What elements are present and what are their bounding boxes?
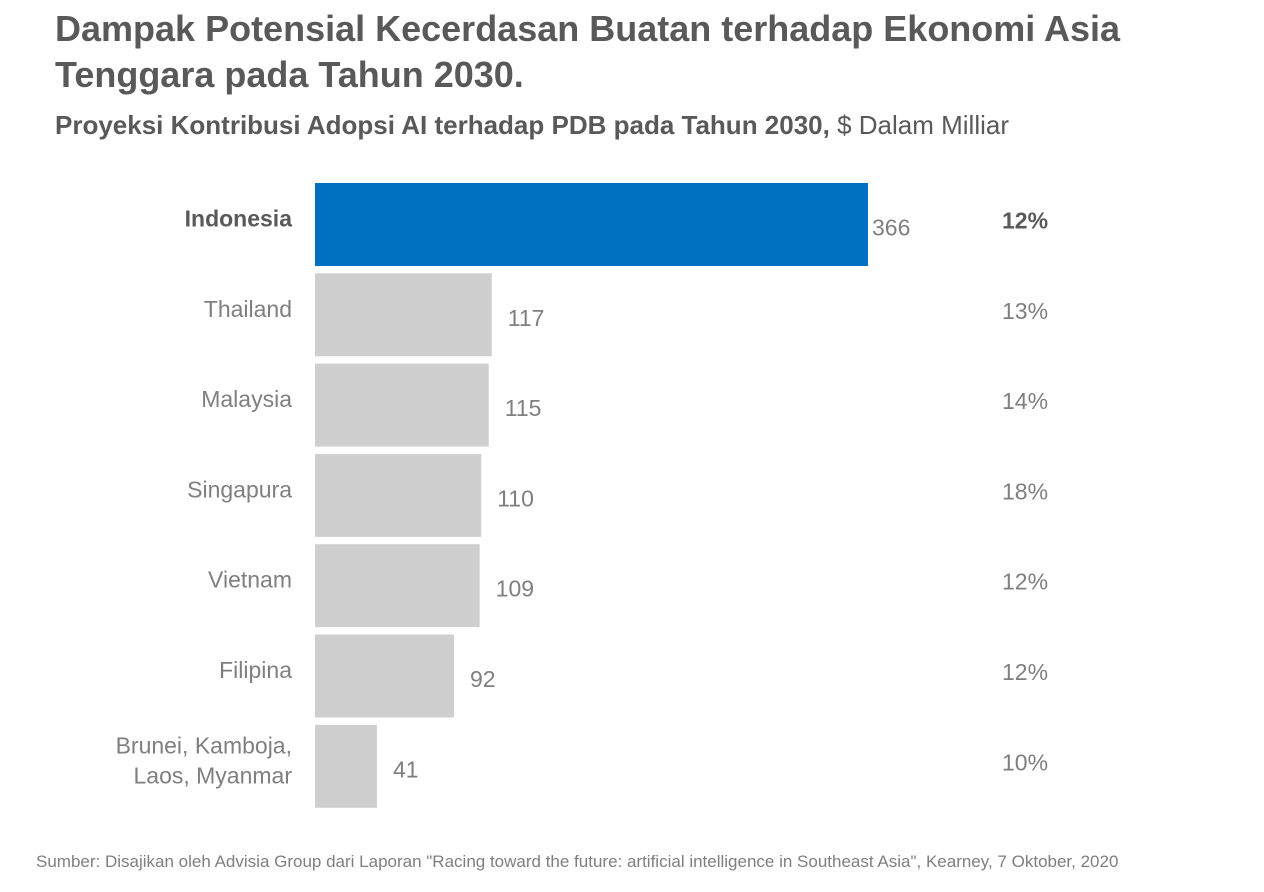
category-label: Singapura (187, 476, 292, 502)
bar-chart: Indonesia 366 12% Thailand 117 13% Malaysia 115… (116, 183, 1048, 808)
bar (315, 634, 455, 718)
category-label: Indonesia (185, 206, 293, 232)
percentage-label: 14% (1002, 388, 1048, 414)
percentage-label: 12% (1002, 659, 1048, 685)
bar (315, 183, 868, 266)
bar (315, 544, 480, 628)
category-label: Thailand (204, 296, 292, 322)
bar (315, 724, 377, 808)
percentage-label: 12% (1002, 208, 1048, 234)
chart-title: Dampak Potensial Kecerdasan Buatan terha… (55, 8, 1121, 95)
bar (315, 273, 492, 357)
value-label: 366 (872, 215, 910, 241)
subtitle-unit: $ Dalam Milliar (829, 110, 1010, 140)
value-label: 41 (393, 756, 419, 782)
subtitle-bold: Proyeksi Kontribusi Adopsi AI terhadap P… (55, 110, 830, 140)
bar (315, 363, 489, 447)
category-label: Filipina (219, 657, 292, 683)
bar (315, 453, 482, 537)
percentage-label: 13% (1002, 298, 1048, 324)
value-label: 109 (496, 576, 534, 602)
value-label: 115 (505, 395, 542, 421)
value-label: 117 (508, 305, 545, 331)
percentage-label: 18% (1002, 478, 1048, 504)
category-label: Brunei, Kamboja, Laos, Myanmar (116, 732, 293, 788)
percentage-label: 10% (1002, 749, 1048, 775)
category-label: Malaysia (201, 386, 292, 412)
chart-subtitle: Proyeksi Kontribusi Adopsi AI terhadap P… (55, 108, 1009, 142)
category-label: Vietnam (208, 567, 292, 593)
value-label: 110 (497, 485, 534, 511)
source-note: Sumber: Disajikan oleh Advisia Group dar… (36, 852, 1119, 871)
value-label: 92 (470, 666, 496, 692)
percentage-label: 12% (1002, 569, 1048, 595)
